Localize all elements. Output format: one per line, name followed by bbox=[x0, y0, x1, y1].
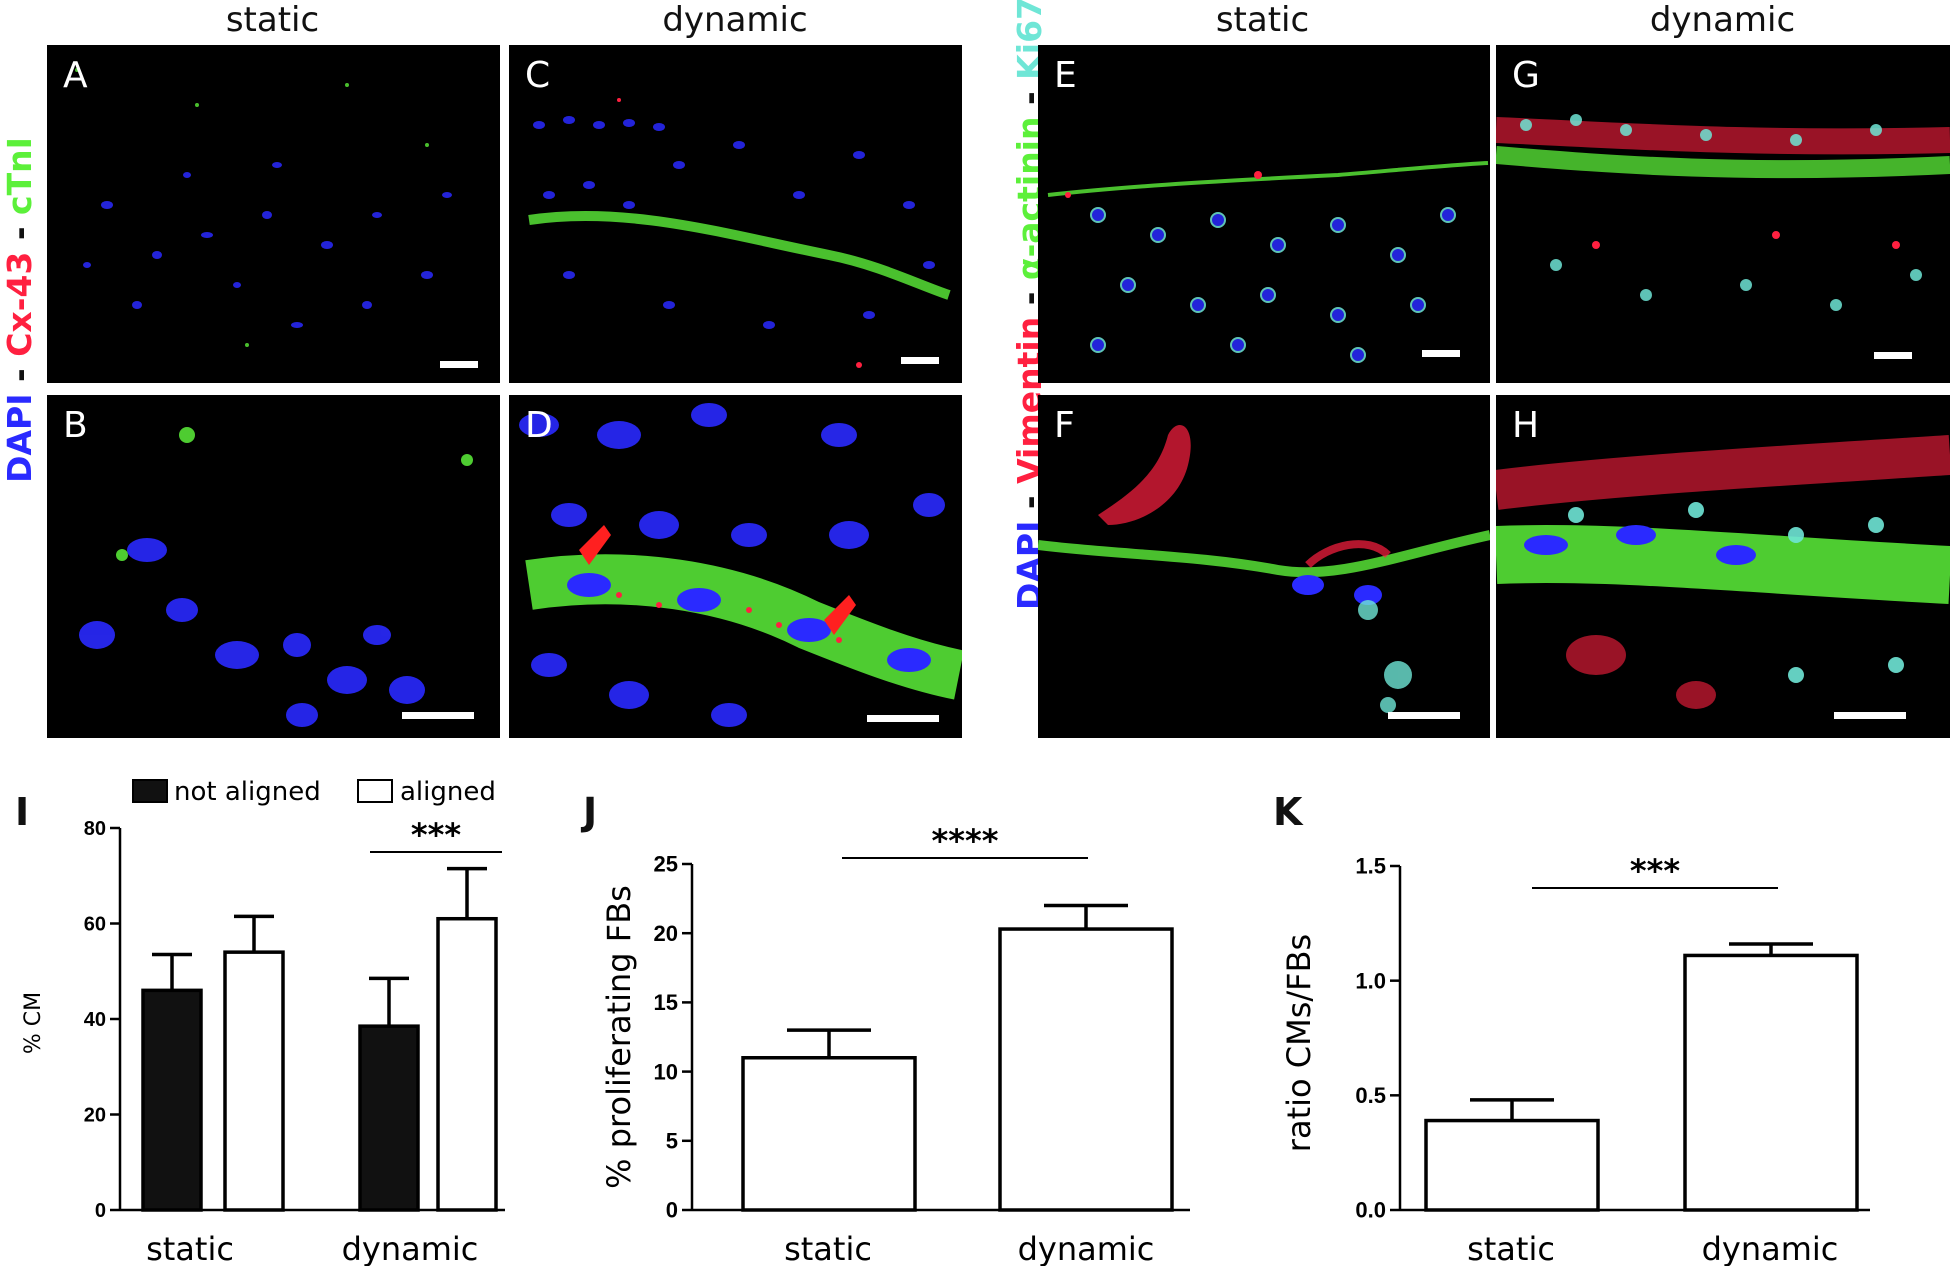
panel-label-d: D bbox=[525, 405, 553, 446]
stain-sep: - bbox=[0, 356, 39, 394]
y-tick-label: 40 bbox=[84, 1009, 106, 1031]
y-tick-label: 0 bbox=[95, 1200, 106, 1222]
stain-label-left: DAPI - Cx-43 - cTnI bbox=[0, 40, 40, 580]
bar bbox=[1683, 953, 1859, 1212]
panel-label-f: F bbox=[1054, 405, 1075, 446]
chart-k-plot: 0.0 0.5 1.0 1.5 ratio CMs/FBs static dynamic **… bbox=[1280, 852, 1870, 1266]
x-category-label: static bbox=[1467, 1230, 1555, 1266]
panel-label-g: G bbox=[1512, 55, 1540, 96]
micrograph-image bbox=[75, 68, 452, 347]
scale-bar bbox=[901, 357, 939, 364]
y-tick-label: 80 bbox=[84, 818, 106, 840]
bar bbox=[141, 988, 203, 1212]
chart-j-plot: 0 5 10 15 20 25 % proliferating FBs static dynam… bbox=[600, 822, 1190, 1266]
y-axis-label: % CM bbox=[21, 992, 46, 1054]
micrograph-panel-f: F bbox=[1038, 395, 1490, 738]
chart-i-plot: 0 20 40 60 80 % CM static dynamic *** not aligned… bbox=[21, 777, 505, 1266]
column-header-static-left: static bbox=[225, 0, 320, 40]
y-axis-label: ratio CMs/FBs bbox=[1280, 934, 1318, 1152]
y-tick-label: 1.5 bbox=[1355, 854, 1386, 879]
legend-label-not-aligned: not aligned bbox=[174, 777, 321, 807]
stain-sep: - bbox=[0, 214, 39, 252]
panel-label-a: A bbox=[63, 55, 88, 96]
x-category-label: static bbox=[784, 1230, 872, 1266]
scale-bar bbox=[1422, 350, 1460, 357]
bar bbox=[358, 1024, 420, 1212]
legend-swatch-aligned bbox=[357, 779, 393, 803]
legend-label-aligned: aligned bbox=[400, 777, 496, 807]
y-tick-label: 15 bbox=[654, 990, 678, 1015]
significance-marker: *** bbox=[411, 816, 461, 854]
scale-bar bbox=[1834, 712, 1906, 719]
y-tick-label: 0.5 bbox=[1355, 1083, 1386, 1108]
chart-label-i: I bbox=[15, 790, 30, 834]
y-tick-label: 0.0 bbox=[1355, 1198, 1386, 1223]
micrograph-image bbox=[528, 98, 951, 368]
bar bbox=[223, 950, 285, 1212]
column-header-static-right: static bbox=[1215, 0, 1310, 40]
panel-label-c: C bbox=[525, 55, 551, 96]
y-tick-label: 5 bbox=[666, 1129, 678, 1154]
chart-label-j: J bbox=[583, 790, 598, 834]
x-category-label: dynamic bbox=[1702, 1230, 1839, 1266]
x-category-label: dynamic bbox=[342, 1230, 479, 1266]
micrograph-panel-h: H bbox=[1496, 395, 1950, 738]
x-category-label: static bbox=[146, 1230, 234, 1266]
micrograph-panel-a: A bbox=[47, 45, 500, 383]
bar bbox=[436, 916, 498, 1212]
micrograph-image bbox=[1496, 435, 1950, 709]
panel-label-b: B bbox=[63, 405, 88, 446]
micrograph-image bbox=[519, 403, 962, 727]
column-header-dynamic-right: dynamic bbox=[1649, 0, 1796, 40]
y-axis-label: % proliferating FBs bbox=[600, 885, 638, 1189]
stain-dapi: DAPI bbox=[0, 393, 39, 483]
micrograph-panel-d: D bbox=[509, 395, 962, 738]
x-category-label: dynamic bbox=[1018, 1230, 1155, 1266]
significance-marker: *** bbox=[1630, 852, 1680, 890]
column-header-dynamic-left: dynamic bbox=[662, 0, 808, 40]
stain-cx43: Cx-43 bbox=[0, 251, 39, 357]
y-tick-label: 60 bbox=[84, 914, 106, 936]
panel-label-e: E bbox=[1054, 55, 1077, 96]
significance-marker: **** bbox=[932, 822, 999, 860]
micrograph-panel-e: E bbox=[1038, 45, 1490, 383]
chart-j: 0 5 10 15 20 25 % proliferating FBs static dynam… bbox=[580, 760, 1220, 1266]
bar bbox=[1424, 1118, 1600, 1212]
micrograph-panel-g: G bbox=[1496, 45, 1950, 383]
y-tick-label: 10 bbox=[654, 1059, 678, 1084]
bar bbox=[741, 1056, 917, 1212]
micrograph-image bbox=[1496, 114, 1950, 311]
chart-i: 0 20 40 60 80 % CM static dynamic *** not aligned… bbox=[0, 760, 560, 1266]
chart-k: 0.0 0.5 1.0 1.5 ratio CMs/FBs static dynamic **… bbox=[1270, 760, 1950, 1266]
micrograph-image bbox=[1047, 161, 1489, 363]
micrograph-panel-b: B bbox=[47, 395, 500, 738]
y-tick-label: 1.0 bbox=[1355, 968, 1386, 993]
chart-label-k: K bbox=[1273, 790, 1303, 834]
scale-bar bbox=[440, 361, 478, 368]
y-tick-label: 0 bbox=[666, 1198, 678, 1223]
scale-bar bbox=[867, 715, 939, 722]
scale-bar bbox=[1388, 712, 1460, 719]
micrograph-image bbox=[1038, 425, 1490, 713]
y-tick-label: 25 bbox=[654, 852, 678, 877]
panel-label-h: H bbox=[1512, 405, 1540, 446]
scale-bar bbox=[1874, 352, 1912, 359]
stain-ctni: cTnI bbox=[0, 137, 39, 215]
y-tick-label: 20 bbox=[84, 1105, 106, 1127]
micrograph-panel-c: C bbox=[509, 45, 962, 383]
y-tick-label: 20 bbox=[654, 921, 678, 946]
legend-swatch-not-aligned bbox=[132, 779, 168, 803]
micrograph-image bbox=[79, 427, 473, 727]
scale-bar bbox=[402, 712, 474, 719]
bar bbox=[998, 927, 1174, 1212]
